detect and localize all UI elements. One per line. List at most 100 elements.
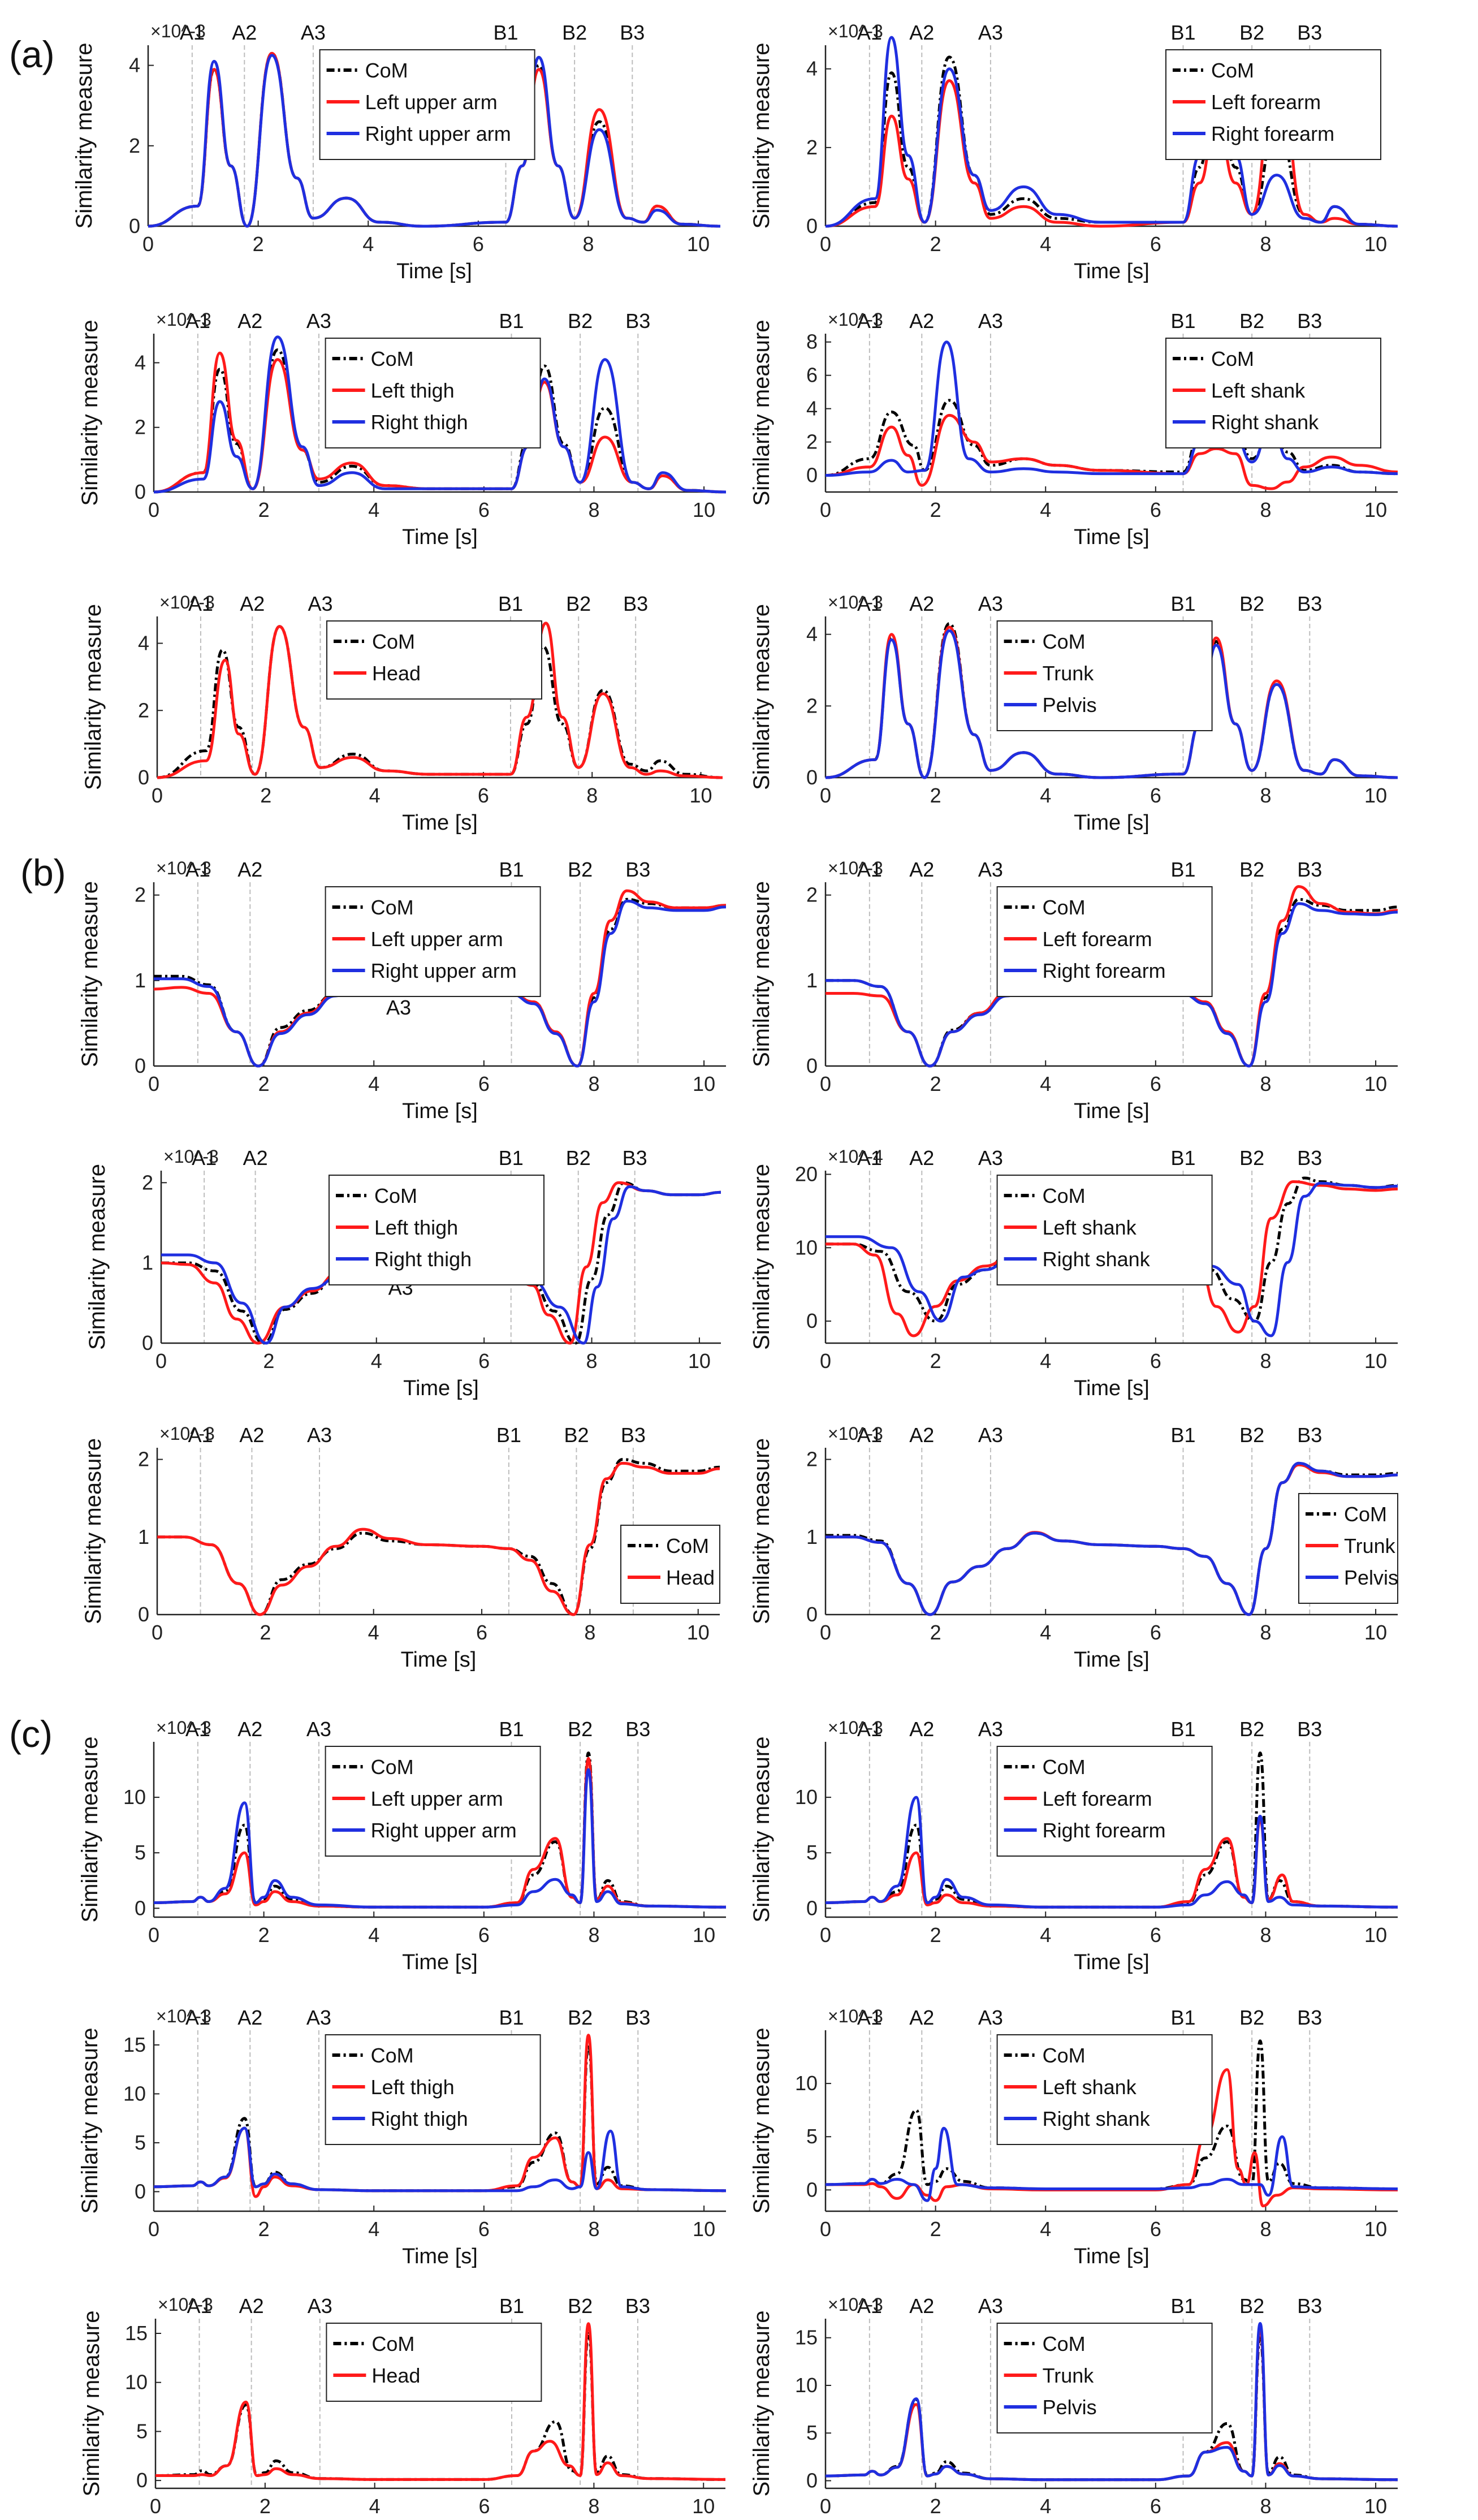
series-line-pelvis: [825, 629, 1398, 779]
legend-label: Pelvis: [1043, 693, 1097, 717]
y-tick-label: 4: [806, 57, 818, 80]
event-label: B2: [568, 309, 593, 333]
legend-label: CoM: [1211, 59, 1254, 82]
y-tick-label: 2: [135, 883, 146, 907]
y-axis-label: Similarity measure: [81, 604, 106, 790]
series-line-right-shank: [825, 2126, 1398, 2202]
event-label: B1: [1170, 309, 1195, 333]
legend-box: [329, 1175, 544, 1285]
event-label: B1: [499, 309, 524, 333]
chart-10: A1 A2 A3 B1 B2 B3 0 2 4 6 8 10 0 10 20 ×10^-4 Time [s] Si…: [749, 1146, 1398, 1400]
x-tick-label: 10: [1364, 2495, 1387, 2518]
event-label: A1: [857, 1718, 882, 1741]
legend-box: [326, 620, 542, 700]
x-tick-label: 6: [1150, 498, 1161, 521]
x-tick-label: 6: [1150, 1923, 1161, 1947]
event-label: B2: [568, 2294, 593, 2318]
event-label: A3: [978, 21, 1003, 44]
y-exponent-label: ×10^-3: [828, 592, 883, 612]
y-exponent-label: ×10^-3: [828, 1423, 883, 1444]
event-label: A1: [857, 1146, 882, 1170]
y-tick-label: 5: [135, 2131, 146, 2154]
event-label: A1: [188, 1423, 213, 1447]
y-exponent-label: ×10^-3: [828, 1718, 883, 1738]
y-axis-label: Similarity measure: [749, 1164, 774, 1350]
event-label: B3: [1297, 2006, 1322, 2029]
legend-label: Right thigh: [371, 2107, 468, 2130]
series-line-pelvis: [825, 2321, 1398, 2482]
legend-label: Right forearm: [1211, 122, 1334, 145]
legend-label: CoM: [371, 1755, 414, 1779]
y-tick-label: 0: [806, 2469, 818, 2492]
event-label: B2: [1239, 21, 1264, 44]
y-tick-label: 10: [795, 2072, 818, 2095]
legend-box: [996, 2034, 1213, 2145]
event-label: A1: [180, 21, 205, 44]
x-tick-label: 4: [362, 232, 374, 256]
y-tick-label: 1: [138, 1525, 149, 1548]
event-label: B3: [623, 592, 648, 615]
legend-label: CoM: [1211, 347, 1254, 370]
event-label: B2: [1239, 592, 1264, 615]
y-tick-label: 2: [138, 1448, 149, 1471]
event-label: B2: [1239, 1146, 1264, 1170]
legend-label: Trunk: [1344, 1534, 1396, 1557]
event-label: B3: [1297, 858, 1322, 881]
y-axis-label: Similarity measure: [77, 2028, 102, 2214]
legend-label: Right upper arm: [365, 122, 511, 145]
legend-box: [996, 886, 1213, 997]
y-tick-label: 2: [806, 430, 818, 454]
event-label: B1: [499, 2006, 524, 2029]
x-tick-label: 8: [1260, 784, 1271, 807]
x-tick-label: 4: [1040, 2217, 1051, 2241]
event-label: B3: [1297, 1146, 1322, 1170]
x-tick-label: 8: [1260, 1621, 1271, 1644]
panel-label-b: (b): [20, 852, 66, 894]
x-tick-label: 0: [820, 498, 831, 521]
x-tick-label: 0: [148, 1923, 159, 1947]
event-label: A3: [308, 2294, 332, 2318]
y-tick-label: 4: [138, 632, 149, 655]
x-tick-label: 2: [930, 1621, 941, 1644]
x-tick-label: 2: [253, 232, 264, 256]
event-label: A1: [187, 2294, 212, 2318]
y-axis-label: Similarity measure: [77, 881, 102, 1067]
y-axis-label: Similarity measure: [85, 1164, 110, 1350]
legend-label: Pelvis: [1043, 2396, 1097, 2419]
y-tick-label: 2: [806, 883, 818, 907]
event-label: A3: [978, 2006, 1003, 2029]
x-tick-label: 2: [258, 1072, 270, 1095]
x-axis-label: Time [s]: [1074, 1376, 1149, 1400]
y-exponent-label: ×10^-3: [828, 2006, 883, 2026]
y-exponent-label: ×10^-3: [150, 21, 206, 41]
legend-label: Left forearm: [1211, 90, 1321, 114]
legend-box: [325, 886, 541, 997]
y-tick-label: 0: [129, 214, 140, 238]
event-label: A1: [188, 592, 213, 615]
x-tick-label: 6: [476, 1621, 487, 1644]
x-tick-label: 2: [930, 1923, 941, 1947]
event-label: B3: [1297, 2294, 1322, 2318]
event-label: A2: [243, 1146, 268, 1170]
legend-label: Left upper arm: [365, 90, 498, 114]
x-tick-label: 6: [478, 2217, 490, 2241]
x-tick-label: 4: [369, 784, 381, 807]
y-tick-label: 0: [142, 1331, 153, 1354]
chart-11: A1 A2 A3 B1 B2 B3 0 2 4 6 8 10 0 1 2 ×10^-3 Time [s] Simi…: [81, 1423, 720, 1672]
x-tick-label: 10: [687, 1621, 710, 1644]
x-tick-label: 10: [693, 1923, 715, 1947]
x-axis-label: Time [s]: [1074, 1099, 1149, 1123]
legend-label: Head: [372, 662, 421, 685]
event-label: B2: [566, 1146, 591, 1170]
x-tick-label: 4: [368, 1072, 379, 1095]
y-tick-label: 0: [135, 2180, 146, 2203]
y-tick-label: 10: [795, 1236, 818, 1259]
event-label: A3: [978, 858, 1003, 881]
x-tick-label: 2: [263, 1349, 274, 1373]
chart-15: A1 A2 A3 B1 B2 B3 0 2 4 6 8 10 0 5 10 15 ×10^-3 Time [s] S…: [77, 2006, 727, 2268]
y-tick-label: 0: [806, 766, 818, 789]
x-axis-label: Time [s]: [402, 1099, 478, 1123]
